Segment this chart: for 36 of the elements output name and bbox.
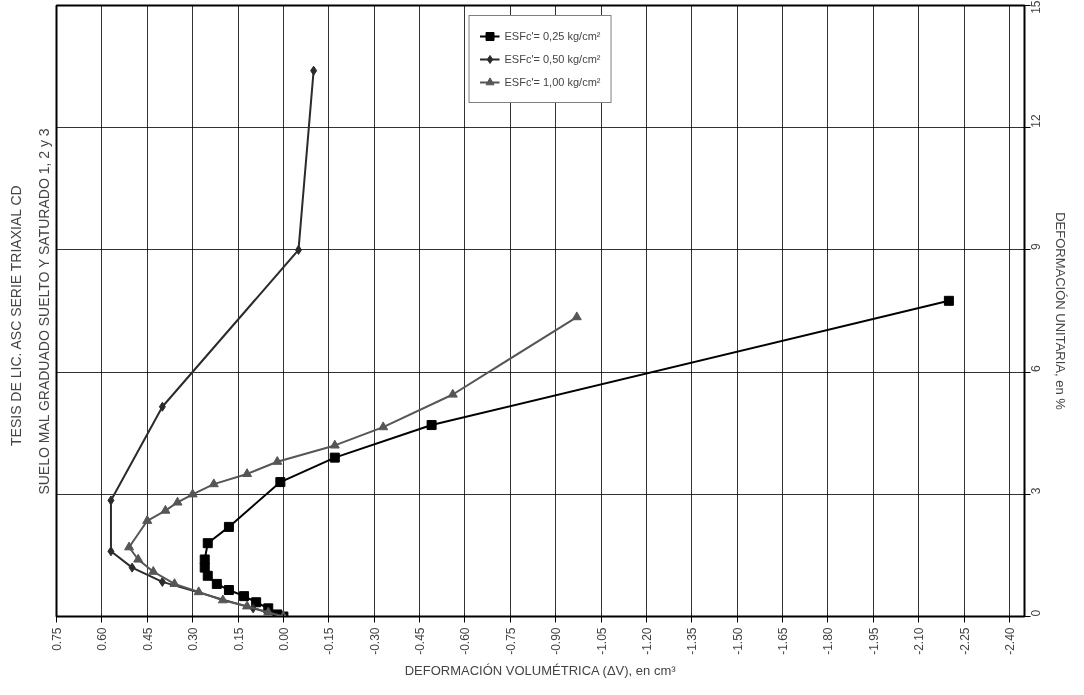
x-tick-label: 0.60 (95, 627, 110, 651)
legend-label: ESFc'= 1,00 kg/cm² (504, 76, 601, 88)
y-axis-title: DEFORMACIÓN UNITARIA, en % (1052, 212, 1068, 411)
y-tick-label: 9 (1029, 242, 1043, 250)
x-tick-label: -0.60 (458, 627, 473, 655)
text: TESIS DE LIC. ASC SERIE TRIAXIAL CD (7, 185, 24, 446)
x-tick-label: -1.05 (594, 627, 609, 655)
x-tick-label: 0.75 (50, 627, 64, 651)
x-tick-label: -0.90 (549, 627, 564, 655)
y-tick-label: 0 (1029, 609, 1043, 617)
x-tick-label: -1.50 (730, 627, 745, 655)
x-tick-label: -1.95 (866, 627, 881, 655)
x-tick-label: -1.20 (639, 627, 654, 655)
x-tick-label: -2.10 (912, 627, 927, 655)
x-tick-label: 0.30 (186, 627, 201, 651)
x-tick-label: -1.35 (685, 627, 700, 655)
x-tick-label: -2.40 (1002, 627, 1017, 655)
x-tick-label: -0.30 (367, 627, 382, 655)
x-tick-label: -1.65 (776, 627, 790, 655)
x-tick-label: -1.80 (821, 627, 836, 655)
x-tick-label: -0.75 (503, 627, 518, 655)
y-tick-label: 15 (1029, 0, 1043, 14)
legend-label: ESFc'= 0,50 kg/cm² (504, 53, 601, 65)
legend-label: ESFc'= 0,25 kg/cm² (504, 30, 601, 42)
point (943, 295, 954, 306)
x-tick-label: -2.25 (957, 627, 972, 655)
x-tick-label: -0.15 (322, 627, 337, 655)
y-tick-label: 6 (1029, 365, 1043, 373)
x-tick-label: 0.00 (276, 627, 291, 651)
x-tick-label: 0.45 (140, 627, 155, 651)
y-tick-label: 3 (1029, 487, 1043, 495)
x-axis-title: DEFORMACIÓN VOLUMÉTRICA (ΔV), en cm³ (404, 662, 677, 678)
x-tick-label: -0.45 (413, 627, 427, 655)
y-tick-label: 12 (1029, 114, 1043, 128)
text: SUELO MAL GRADUADO SUELTO Y SATURADO 1, 2 y 3 (35, 128, 52, 495)
x-tick-label: 0.15 (231, 627, 246, 651)
